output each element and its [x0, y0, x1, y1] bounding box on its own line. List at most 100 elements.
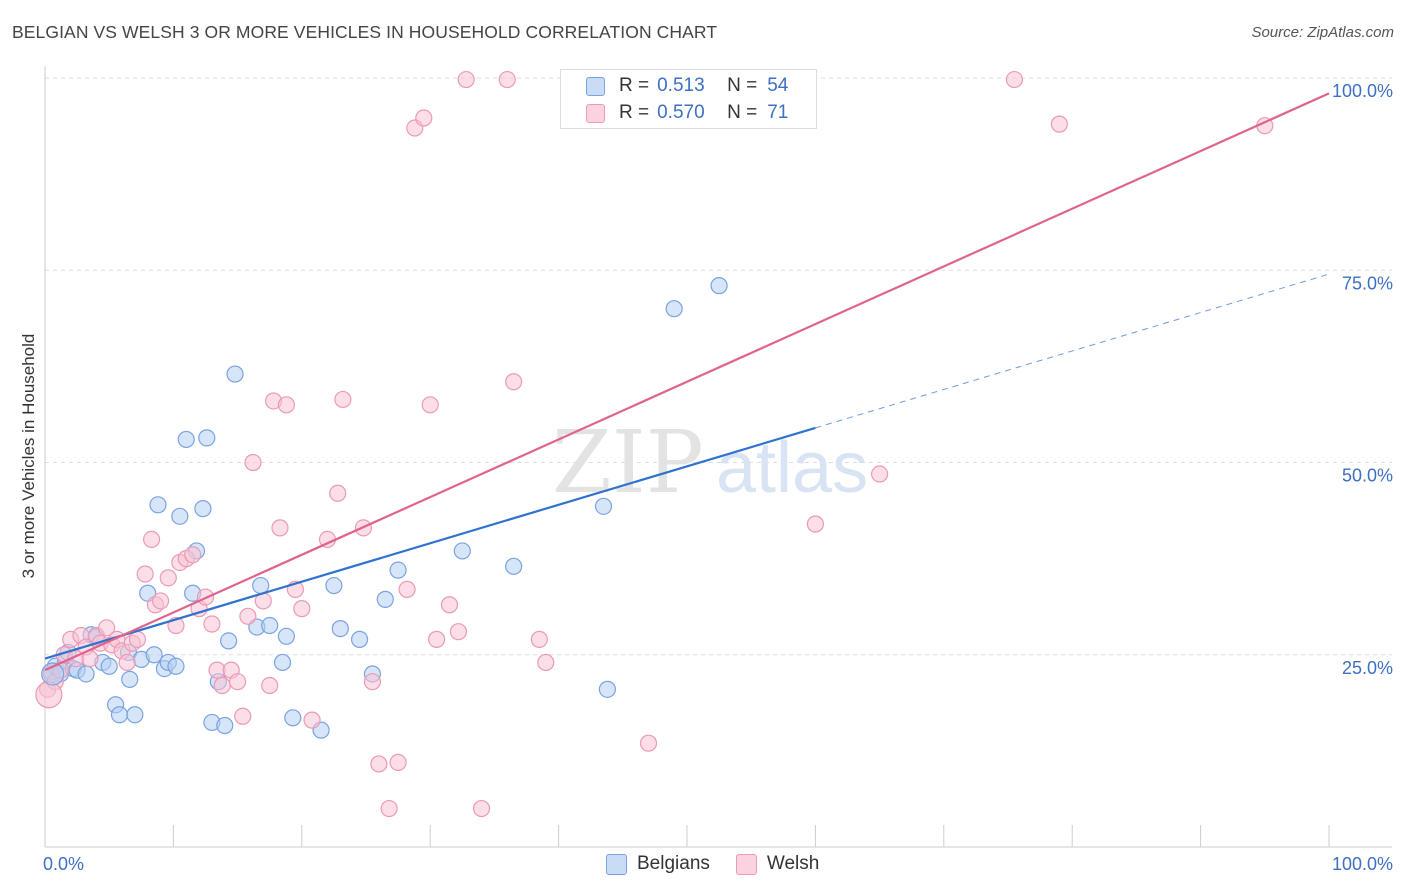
- data-point-belgians: [284, 709, 302, 727]
- data-point-welsh: [428, 630, 446, 648]
- trend-line-belgians: [44, 426, 816, 660]
- data-point-belgians: [149, 496, 167, 514]
- watermark-zip: ZIP: [552, 413, 704, 513]
- legend-r-label: R =: [619, 75, 650, 96]
- data-point-welsh: [530, 630, 548, 648]
- data-point-welsh: [440, 596, 459, 614]
- y-tick-label: 75.0%: [1342, 273, 1393, 293]
- series-legend-belgians[interactable]: Belgians: [606, 853, 710, 875]
- data-point-belgians: [145, 646, 163, 664]
- data-point-welsh: [363, 673, 382, 691]
- data-point-welsh: [35, 681, 63, 709]
- data-point-welsh: [537, 653, 555, 672]
- trend-line-welsh: [44, 92, 1330, 672]
- legend-r-value: 0.513: [657, 75, 705, 96]
- data-point-welsh: [277, 396, 295, 414]
- data-point-belgians: [177, 430, 195, 449]
- data-point-welsh: [505, 373, 523, 391]
- data-point-welsh: [380, 799, 398, 818]
- y-tick-label: 25.0%: [1342, 658, 1393, 678]
- data-point-belgians: [167, 657, 185, 675]
- x-tick-label-min: 0.0%: [43, 854, 84, 874]
- data-point-welsh: [293, 600, 311, 618]
- y-axis-label: 3 or more Vehicles in Household: [19, 334, 38, 579]
- correlation-legend: R = 0.513 N = 54 R = 0.570 N = 71: [560, 69, 817, 129]
- data-point-welsh: [870, 465, 889, 483]
- data-point-welsh: [498, 70, 516, 89]
- data-point-welsh: [159, 569, 177, 587]
- data-point-welsh: [98, 619, 116, 637]
- data-point-belgians: [226, 365, 244, 383]
- data-point-welsh: [244, 453, 262, 472]
- data-point-welsh: [142, 530, 161, 549]
- data-point-welsh: [1005, 70, 1024, 89]
- data-point-belgians: [198, 429, 216, 447]
- data-point-belgians: [277, 627, 295, 645]
- series-swatch-belgians: [606, 853, 627, 875]
- data-point-welsh: [370, 755, 388, 773]
- legend-row-belgians: R = 0.513 N = 54: [586, 73, 789, 99]
- data-point-welsh: [421, 396, 439, 414]
- chart-title: BELGIAN VS WELSH 3 OR MORE VEHICLES IN H…: [12, 22, 718, 42]
- trend-line-belgians-extension: [815, 273, 1330, 429]
- data-point-welsh: [389, 753, 407, 772]
- data-point-welsh: [639, 734, 658, 752]
- data-point-belgians: [273, 653, 292, 672]
- legend-row-welsh: R = 0.570 N = 71: [586, 100, 789, 126]
- data-point-belgians: [598, 680, 616, 698]
- x-tick-label-max: 100.0%: [1332, 854, 1393, 874]
- data-point-belgians: [710, 277, 728, 295]
- data-point-belgians: [331, 620, 349, 638]
- data-point-welsh: [271, 519, 289, 537]
- data-point-belgians: [126, 706, 144, 724]
- data-point-welsh: [457, 70, 475, 89]
- data-points: [35, 70, 1274, 818]
- series-legend: Belgians Welsh: [606, 851, 845, 877]
- legend-n-value: 71: [767, 102, 789, 123]
- data-point-welsh: [184, 546, 202, 564]
- data-point-belgians: [77, 665, 95, 683]
- data-point-welsh: [449, 623, 468, 641]
- legend-n-label: N =: [727, 102, 758, 123]
- data-point-belgians: [376, 590, 394, 608]
- legend-r-label: R =: [619, 102, 650, 123]
- data-point-welsh: [472, 799, 491, 818]
- trend-lines: [44, 92, 1330, 672]
- data-point-belgians: [110, 706, 129, 724]
- data-point-belgians: [220, 632, 238, 650]
- data-point-belgians: [194, 500, 212, 518]
- data-point-belgians: [665, 300, 683, 318]
- legend-r-value: 0.570: [657, 102, 705, 123]
- series-label-belgians: Belgians: [637, 853, 710, 874]
- watermark-atlas: atlas: [716, 428, 868, 508]
- data-point-welsh: [151, 592, 170, 610]
- data-point-welsh: [203, 615, 221, 633]
- data-point-welsh: [806, 515, 825, 533]
- data-point-belgians: [171, 507, 189, 525]
- legend-n-value: 54: [767, 75, 789, 96]
- data-point-welsh: [398, 580, 416, 598]
- y-tick-label: 50.0%: [1342, 466, 1393, 486]
- data-point-welsh: [118, 653, 136, 672]
- series-legend-welsh[interactable]: Welsh: [735, 853, 820, 875]
- data-point-belgians: [389, 561, 407, 579]
- axis-labels: 25.0% 50.0% 75.0% 100.0% 0.0% 100.0% 3 or more…: [19, 81, 1393, 874]
- data-point-welsh: [234, 707, 252, 725]
- legend-swatch-belgians: [586, 76, 605, 96]
- data-point-belgians: [216, 716, 234, 735]
- data-point-welsh: [303, 711, 321, 729]
- data-point-belgians: [453, 542, 471, 560]
- data-point-welsh: [239, 607, 257, 625]
- data-point-welsh: [415, 109, 433, 127]
- data-point-belgians: [594, 497, 613, 515]
- series-label-welsh: Welsh: [766, 853, 820, 874]
- data-point-welsh: [334, 390, 352, 409]
- data-point-belgians: [100, 657, 118, 675]
- data-point-welsh: [329, 484, 347, 502]
- data-point-belgians: [252, 576, 270, 595]
- axes: [44, 66, 1392, 848]
- data-point-belgians: [325, 576, 343, 595]
- data-point-welsh: [229, 673, 247, 691]
- data-point-welsh: [128, 630, 147, 648]
